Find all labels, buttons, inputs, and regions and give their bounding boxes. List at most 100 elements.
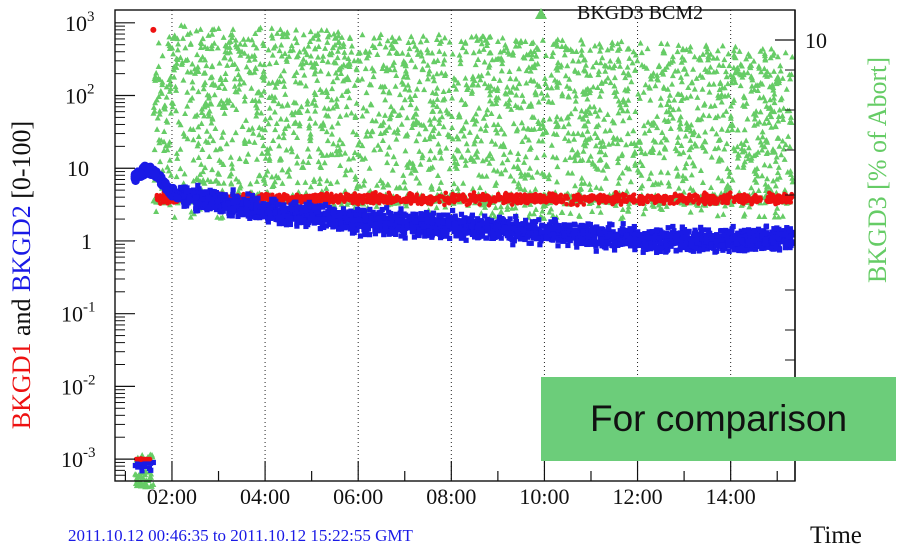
bkgd3-point [461, 132, 468, 139]
bkgd3-point [592, 130, 599, 136]
bkgd3-point [466, 129, 473, 135]
bkgd3-point [187, 125, 194, 132]
bkgd3-point [360, 104, 367, 111]
bkgd3-point [667, 103, 674, 110]
bkgd3-point [153, 96, 160, 103]
bkgd3-point [615, 155, 622, 162]
bkgd1-point [758, 198, 763, 203]
bkgd3-point [257, 60, 264, 67]
bkgd3-point [734, 163, 741, 170]
bkgd3-point [546, 209, 553, 215]
bkgd3-point [194, 63, 201, 70]
bkgd3-point [766, 162, 773, 169]
bkgd3-point [496, 77, 503, 83]
bkgd3-point [607, 57, 614, 64]
bkgd3-point [481, 58, 488, 65]
bkgd3-point [487, 33, 494, 40]
bkgd3-point [724, 165, 731, 172]
bkgd3-point [572, 67, 579, 73]
bkgd3-point [405, 81, 412, 88]
bkgd3-point [337, 151, 344, 157]
bkgd3-point [258, 109, 265, 116]
bkgd3-point [436, 40, 443, 46]
bkgd3-point [658, 40, 665, 46]
bkgd3-point [316, 180, 323, 186]
bkgd3-point [202, 43, 209, 50]
bkgd3-point [703, 43, 710, 49]
bkgd3-point [761, 213, 768, 220]
bkgd3-point [231, 61, 238, 67]
bkgd3-point [649, 181, 656, 188]
bkgd3-point [758, 141, 765, 148]
bkgd3-point [476, 48, 483, 54]
bkgd3-point [399, 104, 406, 111]
bkgd1-point [584, 196, 589, 202]
bkgd3-point [706, 68, 713, 75]
bkgd3-point [363, 133, 370, 139]
bkgd3-point [311, 70, 318, 77]
bkgd3-point [525, 64, 532, 70]
bkgd3-point [159, 81, 166, 88]
bkgd3-point [456, 113, 463, 120]
bkgd3-point [435, 31, 442, 38]
bkgd3-point [620, 117, 627, 124]
bkgd3-point [283, 56, 290, 62]
bkgd3-point [279, 33, 286, 40]
bkgd3-point [509, 205, 516, 211]
bkgd3-point [392, 83, 399, 89]
bkgd3-point [697, 167, 704, 173]
bkgd3-point [379, 65, 386, 72]
bkgd3-point [226, 97, 233, 104]
bkgd3-point [693, 142, 700, 149]
bkgd3-point [542, 202, 549, 208]
bkgd3-point [772, 182, 779, 189]
bkgd3-point [527, 77, 534, 84]
bkgd3-point [667, 111, 674, 117]
bkgd1-point [780, 195, 786, 201]
bkgd3-point [731, 53, 738, 60]
bkgd3-point [609, 39, 616, 45]
bkgd3-point [707, 51, 714, 57]
bkgd3-point [611, 82, 618, 89]
bkgd3-point [507, 75, 514, 82]
bkgd3-point [565, 129, 572, 136]
bkgd3-point [420, 122, 427, 128]
bkgd3-point [253, 112, 260, 119]
bkgd3-point [779, 75, 786, 81]
bkgd3-point [459, 44, 466, 51]
bkgd3-point [542, 80, 549, 86]
bkgd3-point [197, 56, 204, 63]
bkgd3-point [307, 28, 314, 35]
bkgd3-point [169, 103, 176, 110]
bkgd3-point [575, 69, 582, 76]
bkgd3-point [715, 144, 722, 151]
bkgd3-point [420, 57, 427, 64]
bkgd3-point [228, 160, 235, 167]
bkgd3-point [652, 82, 659, 89]
bkgd3-point [499, 60, 506, 67]
bkgd3-point [700, 112, 707, 118]
bkgd3-point [581, 180, 588, 186]
bkgd3-point [323, 128, 330, 135]
bkgd3-point [667, 125, 674, 132]
bkgd3-point [315, 36, 322, 42]
bkgd3-point [429, 49, 436, 56]
bkgd3-point [279, 30, 286, 37]
bkgd1-point [408, 197, 414, 202]
bkgd3-point [559, 37, 566, 43]
bkgd3-point [266, 157, 273, 163]
bkgd3-point [626, 200, 633, 206]
bkgd1-point [519, 197, 524, 203]
bkgd3-point [571, 154, 578, 160]
bkgd3-point [201, 103, 208, 110]
bkgd3-point [411, 166, 418, 172]
bkgd3-point [691, 53, 698, 60]
bkgd3-point [268, 32, 275, 38]
bkgd1-point [613, 195, 619, 200]
bkgd3-point [208, 73, 215, 80]
bkgd3-point [218, 97, 225, 104]
bkgd3-point [743, 100, 750, 106]
bkgd3-point [292, 109, 299, 115]
bkgd3-point [738, 71, 745, 78]
bkgd3-point [647, 97, 654, 103]
